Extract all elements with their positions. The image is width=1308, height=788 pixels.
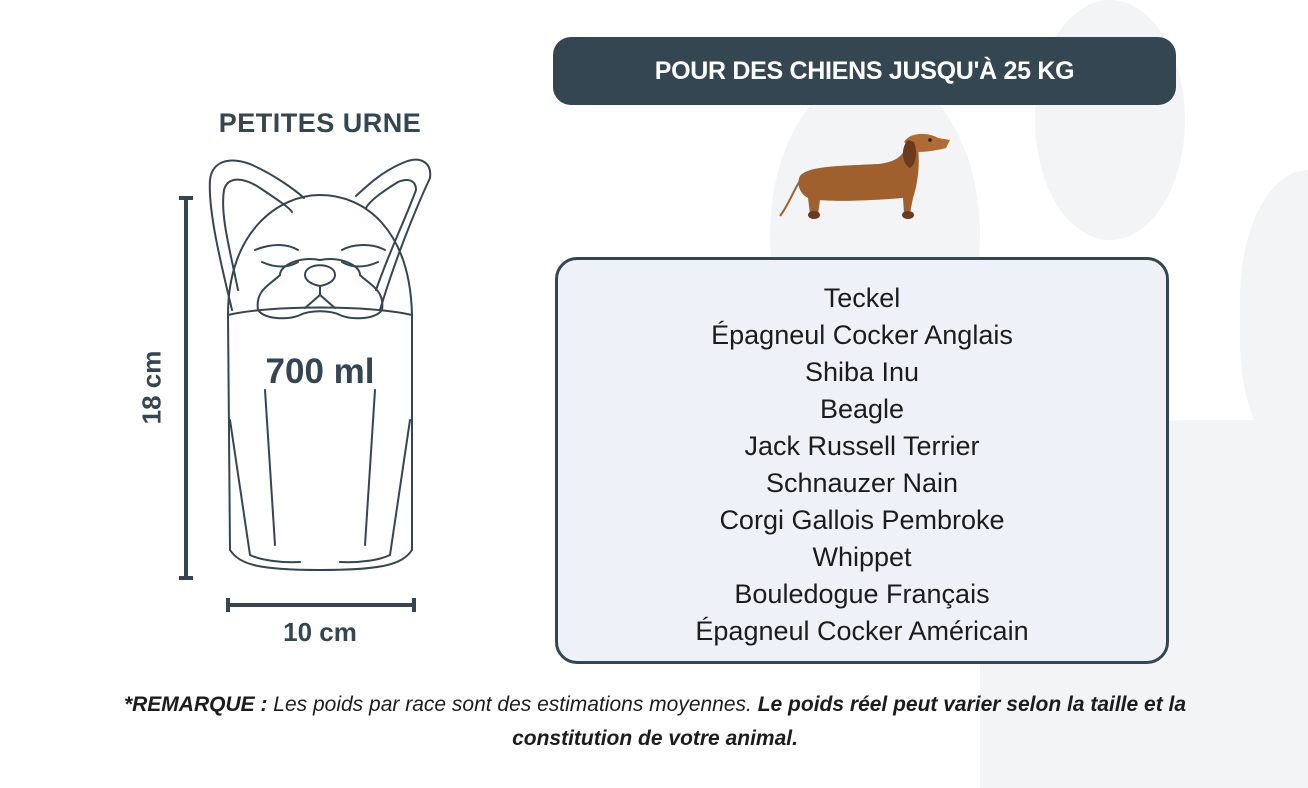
breed-item: Beagle (819, 394, 905, 424)
breed-item: Whippet (812, 542, 912, 572)
breed-list: Teckel Épagneul Cocker Anglais Shiba Inu… (555, 257, 1169, 664)
urn-illustration (208, 158, 432, 572)
capacity-label: 700 ml (265, 352, 375, 391)
height-label: 18 cm (136, 350, 167, 425)
breed-item: Teckel (823, 283, 901, 313)
breed-item: Épagneul Cocker Américain (695, 616, 1029, 646)
breed-item: Épagneul Cocker Anglais (711, 320, 1013, 350)
breed-item: Corgi Gallois Pembroke (719, 505, 1005, 535)
footnote-emphasis: Le poids réel peut varier selon la taill… (512, 693, 1187, 750)
breed-item: Bouledogue Français (734, 579, 990, 609)
breed-item: Shiba Inu (804, 357, 920, 387)
breed-item: Schnauzer Nain (765, 468, 959, 498)
footnote-label: *REMARQUE : (123, 693, 268, 716)
width-label: 10 cm (283, 617, 357, 647)
footnote-text: Les poids par race sont des estimations … (267, 693, 758, 716)
footnote: *REMARQUE : Les poids par race sont des … (100, 688, 1210, 756)
breed-item: Jack Russell Terrier (744, 431, 980, 461)
product-title: PETITES URNE (218, 108, 422, 138)
paw-print-background (1035, 0, 1185, 240)
dachshund-icon (779, 133, 950, 219)
weight-banner: POUR DES CHIENS JUSQU'À 25 KG (553, 37, 1176, 105)
width-dimension-line (226, 598, 416, 612)
height-dimension-line (179, 196, 193, 580)
